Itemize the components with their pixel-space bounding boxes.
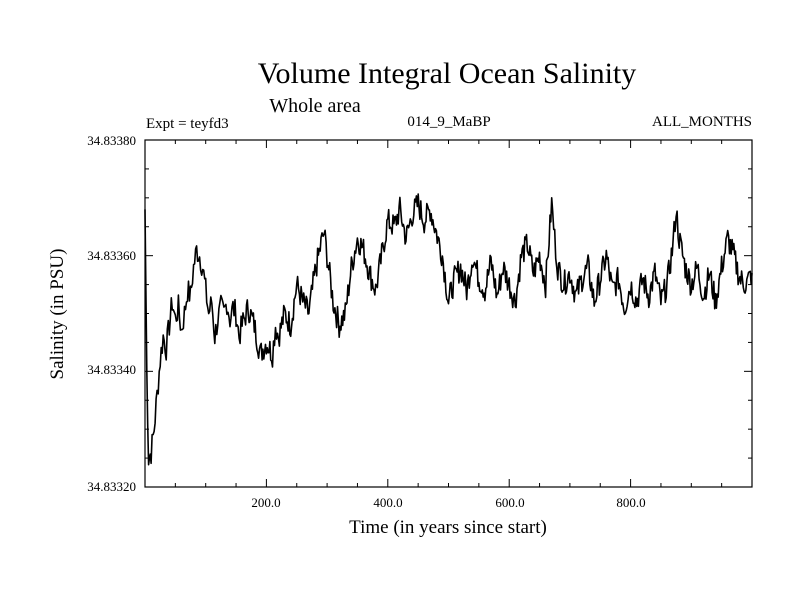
x-tick-label: 400.0	[373, 495, 402, 510]
chart-title: Volume Integral Ocean Salinity	[258, 57, 637, 90]
salinity-series-line	[144, 193, 753, 466]
run-label: 014_9_MaBP	[407, 114, 490, 130]
chart-subtitle: Whole area	[269, 95, 361, 117]
x-tick-label: 800.0	[616, 495, 645, 510]
tick-marks	[145, 140, 752, 487]
y-tick-label: 34.83360	[87, 248, 136, 263]
period-label: ALL_MONTHS	[652, 114, 752, 130]
y-tick-label: 34.83380	[87, 133, 136, 148]
experiment-label: Expt = teyfd3	[146, 116, 229, 132]
y-tick-label: 34.83320	[87, 479, 136, 494]
x-tick-label: 600.0	[495, 495, 524, 510]
x-axis-label: Time (in years since start)	[349, 517, 547, 538]
y-tick-label: 34.83340	[87, 362, 136, 377]
y-axis-label: Salinity (in PSU)	[47, 249, 68, 380]
x-tick-label: 200.0	[251, 495, 280, 510]
